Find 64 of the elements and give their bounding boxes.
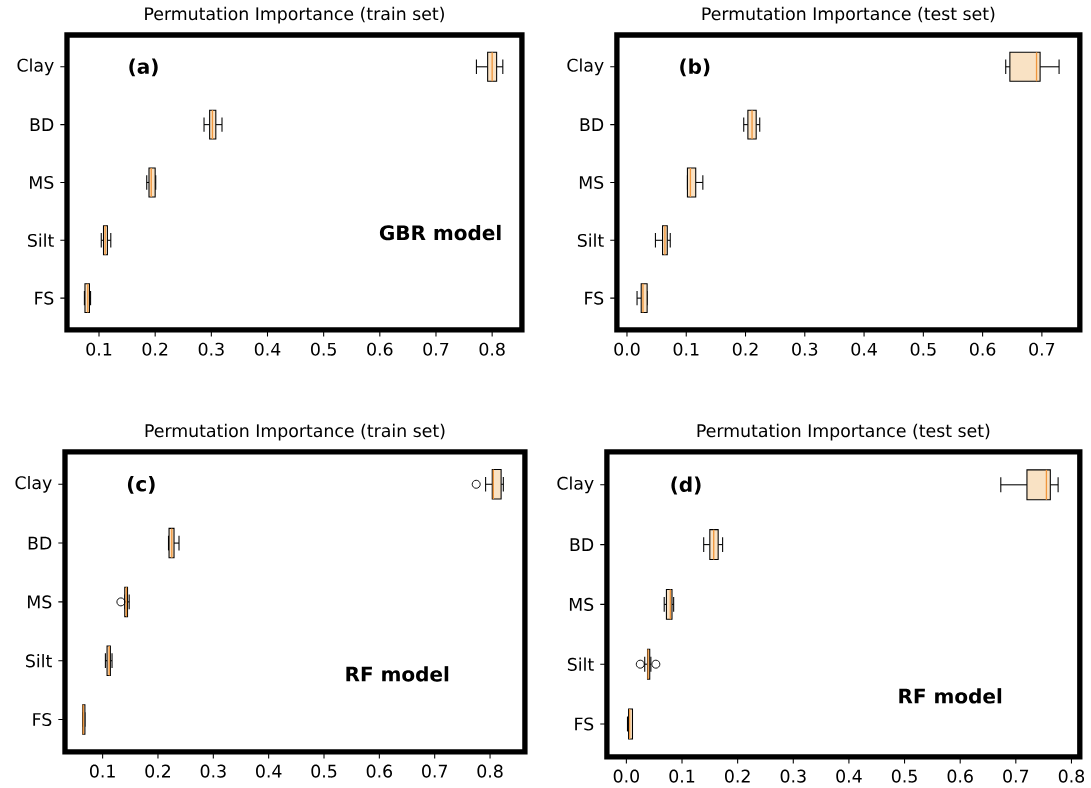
y-tick-label: BD xyxy=(570,538,594,551)
x-tick-label: 0.1 xyxy=(669,769,695,783)
x-tick-label: 0.1 xyxy=(673,342,699,356)
y-tick-label: FS xyxy=(575,717,594,731)
y-tick-label: MS xyxy=(30,175,54,189)
x-tick-label: 0.1 xyxy=(86,342,112,356)
x-tick-label: 0.3 xyxy=(200,764,226,778)
y-tick-label: Clay xyxy=(557,476,594,493)
x-tick-label: 0.3 xyxy=(780,769,806,783)
x-tick-label: 0.2 xyxy=(725,769,750,783)
annotation: RF model xyxy=(346,665,449,682)
x-tick-label: 0.1 xyxy=(89,764,115,778)
x-tick-label: 0.4 xyxy=(851,342,877,356)
x-tick-label: 0.7 xyxy=(1029,342,1055,356)
annotation: (d) xyxy=(671,476,701,495)
chart-title: Permutation Importance (train set) xyxy=(145,423,445,441)
x-tick-label: 0.5 xyxy=(311,764,337,778)
annotation: (c) xyxy=(127,475,155,494)
x-tick-label: 0.0 xyxy=(614,342,640,356)
x-tick-label: 0.2 xyxy=(145,764,171,778)
chart-title: Permutation Importance (test set) xyxy=(702,6,995,24)
y-tick-label: Clay xyxy=(567,58,604,75)
y-tick-label: FS xyxy=(33,712,52,726)
y-tick-label: FS xyxy=(585,291,604,305)
x-tick-label: 0.2 xyxy=(142,342,168,356)
y-tick-label: MS xyxy=(28,595,52,609)
y-tick-label: BD xyxy=(580,118,604,131)
x-tick-label: 0.5 xyxy=(311,342,336,356)
x-tick-label: 0.4 xyxy=(256,764,282,778)
x-tick-label: 0.8 xyxy=(479,342,505,356)
x-tick-label: 0.3 xyxy=(792,342,818,356)
x-tick-label: 0.6 xyxy=(969,342,996,356)
x-tick-label: 0.7 xyxy=(1003,769,1029,783)
annotation: (a) xyxy=(129,58,158,77)
x-tick-label: 0.4 xyxy=(254,342,281,356)
y-tick-label: Silt xyxy=(577,233,604,247)
x-tick-label: 0.7 xyxy=(423,342,449,356)
x-tick-label: 0.3 xyxy=(198,342,224,356)
x-tick-label: 0.6 xyxy=(366,764,393,778)
chart-title: Permutation Importance (test set) xyxy=(697,423,990,441)
y-tick-label: Clay xyxy=(15,475,52,493)
chart-title: Permutation Importance (train set) xyxy=(145,6,444,24)
x-tick-label: 0.5 xyxy=(891,769,917,783)
x-tick-label: 0.8 xyxy=(1058,769,1085,783)
annotation: GBR model xyxy=(379,224,501,241)
x-tick-label: 0.0 xyxy=(613,769,639,783)
y-tick-label: MS xyxy=(579,175,604,189)
y-tick-label: Silt xyxy=(28,233,54,247)
x-tick-label: 0.2 xyxy=(732,342,758,356)
x-tick-label: 0.8 xyxy=(477,764,503,778)
y-tick-label: Clay xyxy=(17,58,54,75)
x-tick-label: 0.5 xyxy=(910,342,936,356)
annotation: (b) xyxy=(680,58,710,77)
y-tick-label: MS xyxy=(569,597,594,611)
y-tick-label: Silt xyxy=(26,653,52,668)
y-tick-label: BD xyxy=(28,536,52,550)
y-tick-label: BD xyxy=(30,118,54,131)
x-tick-label: 0.6 xyxy=(367,342,393,356)
annotation: RF model xyxy=(899,687,1002,704)
y-tick-label: Silt xyxy=(567,657,594,671)
x-tick-label: 0.7 xyxy=(422,764,447,778)
x-tick-label: 0.6 xyxy=(947,769,973,783)
y-tick-label: FS xyxy=(35,291,54,305)
x-tick-label: 0.4 xyxy=(836,769,862,783)
